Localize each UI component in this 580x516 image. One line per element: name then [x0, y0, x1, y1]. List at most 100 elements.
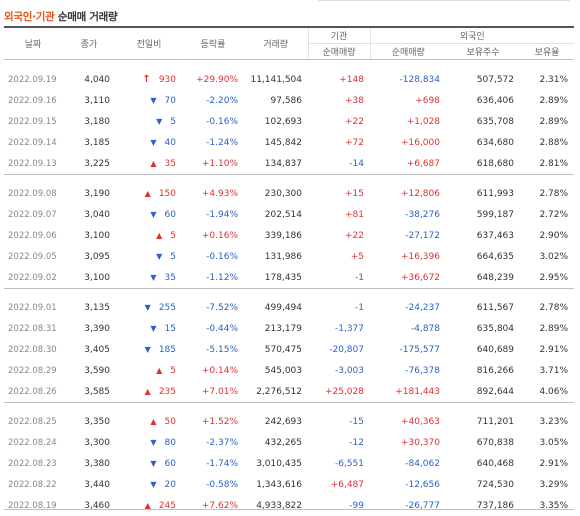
cell-diff: ▼35	[116, 267, 182, 289]
header-inst-net: 순매매량	[308, 44, 370, 60]
section-title: 외국인·기관 순매매 거래량	[4, 9, 117, 24]
cell-close: 3,190	[62, 183, 116, 204]
cell-inst: +38	[308, 90, 370, 111]
group-separator	[4, 289, 574, 298]
diff-value: 185	[159, 345, 176, 355]
down-triangle-icon: ▼	[150, 138, 156, 147]
cell-fhold: 637,463	[446, 225, 520, 246]
bottom-divider	[4, 509, 574, 510]
section-title-rest: 순매매 거래량	[58, 11, 118, 23]
diff-value: 50	[165, 417, 176, 427]
cell-diff: ▼5	[116, 111, 182, 132]
top-divider	[318, 0, 570, 1]
header-institution: 기관	[308, 27, 370, 44]
up-triangle-icon: ▲	[150, 417, 156, 426]
trading-table: 날짜 종가 전일비 등락률 거래량 기관 외국인 순매매량 순매매량 보유주수 …	[4, 26, 574, 516]
cell-volume: 242,693	[244, 411, 308, 432]
cell-diff: ▼20	[116, 474, 182, 495]
cell-diff: ▼60	[116, 204, 182, 225]
cell-rate: -0.16%	[182, 246, 244, 267]
down-triangle-icon: ▼	[145, 345, 151, 354]
upper-limit-arrow-icon: ↑	[142, 74, 150, 85]
down-triangle-icon: ▼	[150, 273, 156, 282]
cell-rate: +0.16%	[182, 225, 244, 246]
cell-fratio: 3.71%	[520, 360, 574, 381]
diff-value: 5	[170, 117, 176, 127]
cell-date: 2022.09.15	[4, 111, 62, 132]
cell-close: 3,300	[62, 432, 116, 453]
cell-fnet: -76,378	[370, 360, 446, 381]
cell-date: 2022.09.05	[4, 246, 62, 267]
cell-diff: ▲35	[116, 153, 182, 175]
cell-volume: 3,010,435	[244, 453, 308, 474]
section-title-foreign: 외국인·기관	[4, 11, 55, 23]
diff-value: 255	[159, 303, 176, 313]
cell-inst: -1,377	[308, 318, 370, 339]
cell-inst: -1	[308, 297, 370, 318]
cell-volume: 570,475	[244, 339, 308, 360]
cell-diff: ▼255	[116, 297, 182, 318]
cell-volume: 134,837	[244, 153, 308, 175]
cell-fhold: 635,708	[446, 111, 520, 132]
cell-fhold: 648,239	[446, 267, 520, 289]
group-separator	[4, 175, 574, 184]
down-triangle-icon: ▼	[150, 480, 156, 489]
up-triangle-icon: ▲	[145, 189, 151, 198]
cell-fratio: 3.35%	[520, 495, 574, 516]
cell-fratio: 2.78%	[520, 297, 574, 318]
cell-fhold: 611,993	[446, 183, 520, 204]
cell-date: 2022.09.16	[4, 90, 62, 111]
cell-volume: 178,435	[244, 267, 308, 289]
cell-close: 3,350	[62, 411, 116, 432]
cell-volume: 4,933,822	[244, 495, 308, 516]
cell-inst: -6,551	[308, 453, 370, 474]
cell-fhold: 636,406	[446, 90, 520, 111]
header-foreign-hold: 보유주수	[446, 44, 520, 60]
cell-volume: 102,693	[244, 111, 308, 132]
cell-rate: -1.94%	[182, 204, 244, 225]
cell-inst: -15	[308, 411, 370, 432]
cell-fratio: 2.31%	[520, 69, 574, 90]
cell-diff: ↑930	[116, 69, 182, 90]
cell-fnet: +181,443	[370, 381, 446, 403]
cell-rate: -1.24%	[182, 132, 244, 153]
cell-close: 3,095	[62, 246, 116, 267]
cell-fhold: 618,680	[446, 153, 520, 175]
cell-close: 3,460	[62, 495, 116, 516]
cell-rate: -1.12%	[182, 267, 244, 289]
cell-rate: -0.44%	[182, 318, 244, 339]
cell-rate: -7.52%	[182, 297, 244, 318]
cell-fnet: +6,687	[370, 153, 446, 175]
down-triangle-icon: ▼	[150, 459, 156, 468]
cell-date: 2022.09.08	[4, 183, 62, 204]
cell-fhold: 670,838	[446, 432, 520, 453]
cell-fnet: -38,276	[370, 204, 446, 225]
cell-fnet: +16,000	[370, 132, 446, 153]
cell-fratio: 2.89%	[520, 111, 574, 132]
cell-fnet: +1,028	[370, 111, 446, 132]
cell-diff: ▲245	[116, 495, 182, 516]
diff-value: 70	[165, 96, 176, 106]
cell-close: 4,040	[62, 69, 116, 90]
cell-inst: +148	[308, 69, 370, 90]
cell-date: 2022.09.02	[4, 267, 62, 289]
cell-fnet: +36,672	[370, 267, 446, 289]
cell-fhold: 640,468	[446, 453, 520, 474]
cell-fratio: 2.81%	[520, 153, 574, 175]
cell-rate: +7.62%	[182, 495, 244, 516]
diff-value: 5	[170, 252, 176, 262]
